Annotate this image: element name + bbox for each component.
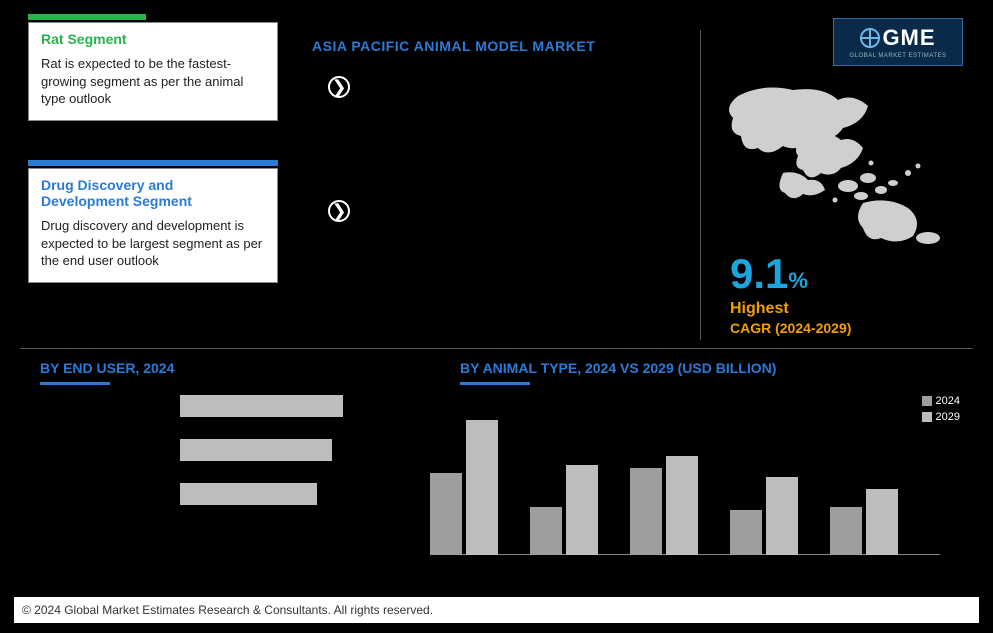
group-label (430, 555, 520, 561)
asia-pacific-map-icon (713, 78, 953, 248)
group-label (730, 555, 820, 561)
cagr-label-highest: Highest (730, 300, 789, 318)
horizontal-divider (20, 348, 973, 349)
cagr-number: 9.1 (730, 250, 788, 297)
bar-2024 (730, 510, 762, 555)
group-label (630, 555, 720, 561)
cagr-percent: % (788, 268, 808, 293)
card-rat-segment: Rat Segment Rat is expected to be the fa… (28, 22, 278, 121)
logo-subtitle: GLOBAL MARKET ESTIMATES (849, 53, 946, 59)
bar-2024 (630, 468, 662, 555)
card2-title: Drug Discovery and Development Segment (41, 177, 265, 209)
section-underline-enduser (40, 382, 110, 385)
bar-2029 (566, 465, 598, 555)
vertical-divider (700, 30, 701, 340)
card1-title: Rat Segment (41, 31, 265, 47)
enduser-bar-cap (343, 395, 366, 417)
section-title-enduser: BY END USER, 2024 (40, 360, 174, 376)
copyright-notice: © 2024 Global Market Estimates Research … (14, 597, 979, 623)
card-drug-discovery: Drug Discovery and Development Segment D… (28, 168, 278, 283)
logo-letters: GME (882, 25, 935, 51)
card2-accent-bar (28, 160, 278, 166)
bar-2029 (766, 477, 798, 555)
bar-2024 (830, 507, 862, 555)
bar-2024 (430, 473, 462, 556)
enduser-bar-row (50, 439, 380, 461)
chevron-right-icon: ❯ (328, 76, 350, 98)
bar-2029 (466, 420, 498, 555)
enduser-bar-cap (317, 483, 359, 505)
cagr-label-period: CAGR (2024-2029) (730, 320, 851, 336)
card1-accent-bar (28, 14, 146, 20)
bar-2024 (530, 507, 562, 555)
bar-2029 (666, 456, 698, 555)
gme-logo: GME GLOBAL MARKET ESTIMATES (833, 18, 963, 66)
enduser-bar-fill (180, 395, 343, 417)
group-label (830, 555, 920, 561)
chevron-right-icon: ❯ (328, 200, 350, 222)
enduser-chart (50, 395, 380, 565)
animal-type-chart: 20242029 (430, 395, 960, 595)
enduser-bar-row (50, 483, 380, 505)
card1-body: Rat is expected to be the fastest-growin… (41, 55, 265, 108)
logo-text: GME (860, 25, 935, 51)
enduser-bar-row (50, 395, 380, 417)
page-title: ASIA PACIFIC ANIMAL MODEL MARKET (312, 38, 595, 54)
section-underline-animaltype (460, 382, 530, 385)
card2-body: Drug discovery and development is expect… (41, 217, 265, 270)
enduser-bar-fill (180, 439, 332, 461)
enduser-bar-fill (180, 483, 317, 505)
group-label (530, 555, 620, 561)
section-title-animaltype: BY ANIMAL TYPE, 2024 VS 2029 (USD BILLIO… (460, 360, 776, 376)
globe-icon (860, 28, 880, 48)
cagr-value: 9.1% (730, 250, 808, 298)
bar-2029 (866, 489, 898, 555)
